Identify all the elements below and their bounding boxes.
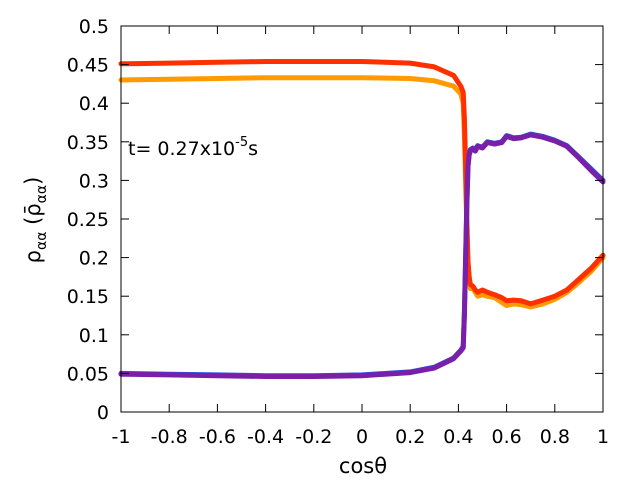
y-axis-title-rho-bar: ρ̄ [21, 203, 45, 216]
y-axis-title-rho: ρ [21, 250, 45, 263]
y-axis-title-paren-close: ) [21, 177, 45, 185]
x-tick-label: -0.6 [199, 426, 236, 448]
series-line-3 [118, 131, 606, 379]
y-tick-label: 0.3 [79, 170, 109, 192]
y-tick-label: 0.45 [67, 55, 109, 77]
y-tick-label: 0.5 [79, 16, 109, 38]
x-tick-label: -1 [112, 426, 131, 448]
x-tick-label: -0.4 [247, 426, 284, 448]
y-tick-label: 0.15 [67, 286, 109, 308]
x-tick-label: 1 [597, 426, 609, 448]
series-line-2 [118, 59, 606, 307]
series-layer [118, 59, 606, 379]
y-tick-label: 0.35 [67, 132, 109, 154]
y-tick-label: 0.1 [79, 325, 109, 347]
series-line-4 [118, 132, 606, 379]
y-axis-title-bar-sub: αα [34, 185, 50, 203]
annotation-suffix: s [248, 138, 258, 160]
x-tick-label: 0.2 [395, 426, 425, 448]
y-tick-label: 0.4 [79, 93, 109, 115]
y-axis-title: ραα (ρ̄αα) [21, 177, 50, 264]
x-tick-label: -0.8 [151, 426, 188, 448]
tick-layer: -1 -0.8 -0.6 -0.4 -0.2 0 0.2 0.4 0.6 0.8 1 0 0.05 0.1… [67, 16, 609, 448]
x-tick-label: 0 [356, 426, 368, 448]
y-tick-label: 0.05 [67, 363, 109, 385]
y-axis-title-paren-open: ( [21, 217, 45, 232]
annotation-exponent: -5 [235, 135, 248, 150]
plot-frame [120, 25, 604, 413]
x-axis-title: cosθ [339, 454, 387, 478]
x-tick-label: -0.2 [295, 426, 332, 448]
annotation-prefix: t= 0.27x10 [128, 138, 235, 160]
y-tick-label: 0 [97, 402, 109, 424]
series-line-1 [118, 75, 606, 310]
x-tick-label: 0.4 [443, 426, 473, 448]
y-axis-title-sub: αα [34, 232, 50, 250]
y-tick-label: 0.2 [79, 248, 109, 270]
y-tick-label: 0.25 [67, 209, 109, 231]
x-tick-label: 0.6 [491, 426, 521, 448]
x-tick-label: 0.8 [540, 426, 570, 448]
time-annotation: t= 0.27x10-5s [128, 135, 258, 160]
